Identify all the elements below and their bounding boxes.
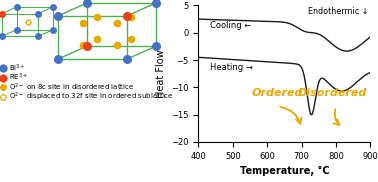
Text: RE$^{3+}$: RE$^{3+}$ — [9, 72, 28, 83]
Text: Heating →: Heating → — [211, 63, 253, 72]
Y-axis label: Heat Flow: Heat Flow — [156, 49, 166, 98]
Text: Bi$^{3+}$: Bi$^{3+}$ — [9, 62, 26, 74]
Text: Endothermic ↓: Endothermic ↓ — [308, 7, 369, 15]
X-axis label: Temperature, °C: Temperature, °C — [240, 166, 329, 176]
Text: Ordered: Ordered — [252, 88, 303, 98]
Text: Cooling ←: Cooling ← — [211, 21, 252, 30]
Text: O$^{2-}$ displaced to 32f site in ordered sublattice: O$^{2-}$ displaced to 32f site in ordere… — [9, 91, 174, 103]
Text: Disordered: Disordered — [298, 88, 367, 98]
Text: O$^{2-}$ on 8c site in disordered lattice: O$^{2-}$ on 8c site in disordered lattic… — [9, 82, 135, 93]
